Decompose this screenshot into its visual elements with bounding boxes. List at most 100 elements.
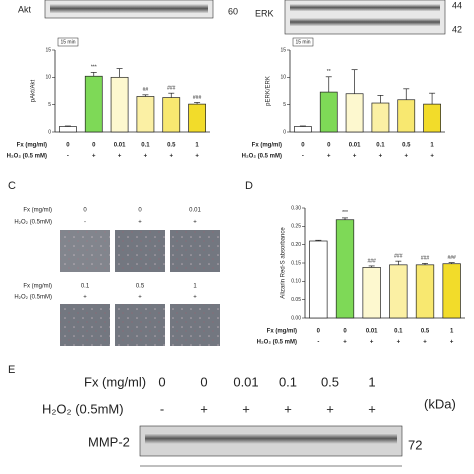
kda-label: 72 <box>408 437 422 452</box>
h2o2-label: + <box>404 154 408 160</box>
y-axis-label: Alizarin Red-S absorbance <box>281 227 287 299</box>
erk-band <box>290 4 440 11</box>
row-label: H₂O₂ (0.5 mM) <box>7 154 47 160</box>
h2o2-label: + <box>353 154 357 160</box>
h2o2-label: + <box>193 295 197 301</box>
y-tick-label: 0.10 <box>291 279 301 285</box>
bar <box>319 91 338 133</box>
inset-box <box>292 37 314 47</box>
bar <box>84 75 103 133</box>
row-label: Fx (mg/ml) <box>23 284 52 290</box>
bar <box>59 126 77 133</box>
h2o2-label: + <box>138 220 142 226</box>
h2o2-label: + <box>327 154 331 160</box>
h2o2-label: + <box>430 154 434 160</box>
h2o2-label: + <box>397 340 401 346</box>
h2o2-label: + <box>200 401 208 416</box>
bar <box>335 219 355 319</box>
fx-label: 0.1 <box>279 374 297 389</box>
h2o2-label: - <box>67 154 69 160</box>
y-tick-label: 0 <box>283 129 286 135</box>
y-tick-label: 5 <box>283 102 286 108</box>
significance: ### <box>367 258 376 264</box>
bar <box>294 126 312 133</box>
row-label: H₂O₂ (0.5mM) <box>14 220 52 226</box>
h2o2-label: + <box>343 340 347 346</box>
bar <box>188 103 206 133</box>
row-label: Fx (mg/ml) <box>23 208 52 214</box>
y-tick-label: 0.30 <box>291 205 301 211</box>
y-axis-label: pAkt/Akt <box>31 79 37 102</box>
fx-label: 1 <box>430 143 434 149</box>
h2o2-label: + <box>242 401 250 416</box>
fx-label: 0 <box>158 374 165 389</box>
bar <box>397 99 416 133</box>
row-label: H₂O₂ (0.5mM) <box>42 401 124 416</box>
fx-label: 0 <box>138 208 142 214</box>
row-label: Fx (mg/ml) <box>267 329 297 335</box>
h2o2-label: - <box>160 401 164 416</box>
y-tick-label: 0.15 <box>291 260 301 266</box>
h2o2-label: + <box>284 401 292 416</box>
row-label: H₂O₂ (0.5 mM) <box>257 340 297 346</box>
y-tick-label: 0.25 <box>291 224 301 230</box>
h2o2-label: - <box>302 154 304 160</box>
blot-label: Akt <box>18 4 32 14</box>
y-tick-label: 0 <box>48 129 51 135</box>
y-tick-label: 0.00 <box>291 315 301 321</box>
h2o2-label: + <box>368 401 376 416</box>
blot-label: ERK <box>255 8 274 18</box>
y-tick-label: 0.20 <box>291 242 301 248</box>
panel-letter: D <box>245 180 253 192</box>
significance: *** <box>91 65 97 71</box>
h2o2-label: + <box>450 340 454 346</box>
fx-label: 0 <box>343 329 347 335</box>
bar <box>371 102 390 133</box>
bar <box>309 240 328 319</box>
y-tick-label: 10 <box>45 75 51 81</box>
h2o2-label: - <box>84 220 86 226</box>
bar <box>110 76 129 133</box>
h2o2-label: + <box>144 154 148 160</box>
kda-label: 60 <box>228 6 238 16</box>
significance: ### <box>447 255 456 261</box>
row-label: Fx (mg/ml) <box>84 374 146 389</box>
fx-label: 0.5 <box>421 329 430 335</box>
fx-label: 0.01 <box>233 374 258 389</box>
fx-label: 0 <box>66 143 70 149</box>
h2o2-label: + <box>92 154 96 160</box>
fx-label: 0 <box>83 208 87 214</box>
significance: ### <box>421 256 430 262</box>
row-label: Fx (mg/ml) <box>252 143 282 149</box>
fx-label: 0.1 <box>376 143 385 149</box>
significance: ### <box>193 95 202 101</box>
fx-label: 0 <box>92 143 96 149</box>
row-label: H₂O₂ (0.5 mM) <box>242 154 282 160</box>
fx-label: 0.5 <box>167 143 176 149</box>
significance: ** <box>327 69 331 75</box>
significance: ### <box>167 86 176 92</box>
h2o2-label: + <box>193 220 197 226</box>
y-tick-label: 15 <box>280 47 286 53</box>
significance: ### <box>394 253 403 259</box>
bar <box>136 96 155 133</box>
y-tick-label: 0.05 <box>291 297 301 303</box>
fx-label: 0 <box>327 143 331 149</box>
micrograph <box>115 230 165 272</box>
h2o2-label: + <box>138 295 142 301</box>
fx-label: 0.1 <box>394 329 403 335</box>
inset-label: 15 min <box>60 39 75 45</box>
fx-label: 0.01 <box>189 208 201 214</box>
inset-label: 15 min <box>295 39 310 45</box>
bar <box>162 97 181 133</box>
akt-band <box>50 4 208 13</box>
fx-label: 0.01 <box>349 143 361 149</box>
micrograph <box>60 230 110 272</box>
erk-band <box>290 18 440 26</box>
h2o2-label: + <box>379 154 383 160</box>
significance: ## <box>143 87 149 93</box>
bar <box>345 93 364 133</box>
fx-label: 0 <box>301 143 305 149</box>
h2o2-label: + <box>83 295 87 301</box>
h2o2-label: + <box>370 340 374 346</box>
